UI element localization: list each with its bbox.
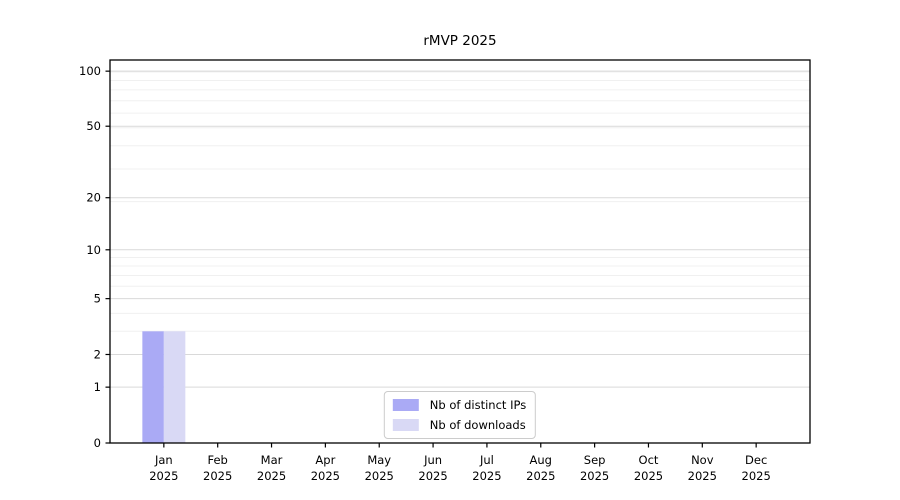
chart-title: rMVP 2025	[423, 33, 497, 49]
x-tick-label-year: 2025	[742, 469, 771, 483]
y-tick-label: 0	[94, 436, 101, 450]
legend-swatch-downloads	[392, 419, 419, 431]
x-tick-label-year: 2025	[418, 469, 447, 483]
x-tick-label-month: Nov	[691, 453, 714, 467]
x-tick-label-month: Jul	[479, 453, 494, 467]
x-tick-label-year: 2025	[526, 469, 555, 483]
y-tick-label: 1	[94, 380, 101, 394]
y-tick-label: 20	[86, 191, 101, 205]
x-tick-label-month: Oct	[639, 453, 659, 467]
legend-item-distinct-ips: Nb of distinct IPs	[392, 397, 527, 413]
x-tick-label-month: Dec	[745, 453, 767, 467]
legend-swatch-distinct-ips	[392, 399, 419, 411]
legend-label-downloads: Nb of downloads	[429, 418, 526, 432]
y-tick-label: 2	[94, 347, 101, 361]
bar-jan-series1	[163, 331, 186, 443]
y-tick-label: 10	[86, 243, 101, 257]
x-tick-label-year: 2025	[311, 469, 340, 483]
x-tick-label-year: 2025	[203, 469, 232, 483]
x-tick-label-year: 2025	[257, 469, 286, 483]
x-tick-label-month: Feb	[208, 453, 228, 467]
x-tick-label-year: 2025	[580, 469, 609, 483]
x-tick-label-year: 2025	[149, 469, 178, 483]
y-tick-label: 5	[94, 292, 101, 306]
x-tick-label-year: 2025	[472, 469, 501, 483]
x-tick-label-month: Jan	[154, 453, 173, 467]
x-tick-label-month: Sep	[584, 453, 606, 467]
x-tick-label-month: May	[367, 453, 391, 467]
legend: Nb of distinct IPs Nb of downloads	[383, 391, 537, 439]
x-tick-label-month: Jun	[423, 453, 442, 467]
x-tick-label-year: 2025	[688, 469, 717, 483]
legend-item-downloads: Nb of downloads	[392, 417, 526, 433]
x-tick-label-month: Mar	[261, 453, 283, 467]
x-tick-label-year: 2025	[634, 469, 663, 483]
x-tick-label-month: Apr	[315, 453, 335, 467]
plot-border	[109, 59, 811, 444]
x-tick-label-year: 2025	[365, 469, 394, 483]
y-tick-label: 50	[86, 119, 101, 133]
y-tick-label: 100	[79, 64, 101, 78]
bar-jan-series0	[142, 331, 164, 443]
x-tick-label-month: Aug	[530, 453, 552, 467]
legend-label-distinct-ips: Nb of distinct IPs	[429, 398, 527, 412]
